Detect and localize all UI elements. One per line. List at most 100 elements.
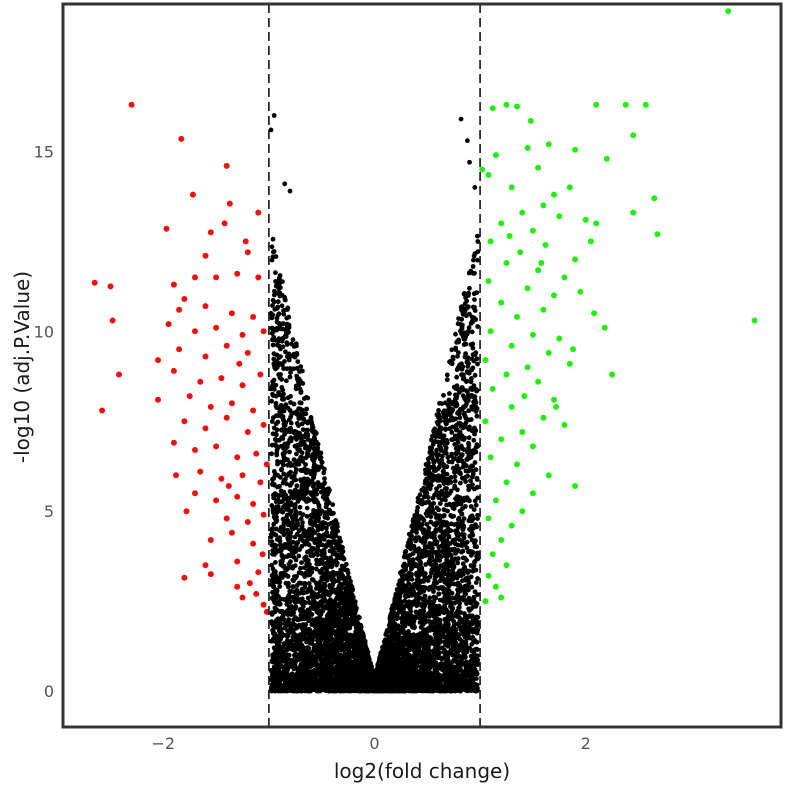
point-not-significant bbox=[414, 511, 420, 517]
point-not-significant bbox=[472, 297, 477, 302]
point-not-significant bbox=[298, 415, 304, 421]
point-not-significant bbox=[298, 400, 304, 406]
point-not-significant bbox=[448, 475, 454, 480]
point-not-significant bbox=[326, 557, 332, 563]
point-not-significant bbox=[423, 562, 429, 567]
point-not-significant bbox=[431, 594, 437, 600]
point-not-significant bbox=[302, 582, 308, 588]
point-not-significant bbox=[458, 480, 463, 486]
point-not-significant bbox=[306, 646, 312, 651]
point-not-significant bbox=[442, 669, 448, 675]
point-not-significant bbox=[404, 589, 410, 595]
point-not-significant bbox=[269, 325, 275, 331]
point-not-significant bbox=[277, 584, 283, 589]
point-not-significant bbox=[334, 630, 340, 635]
point-not-significant bbox=[457, 431, 463, 437]
point-not-significant bbox=[475, 576, 480, 581]
point-not-significant bbox=[470, 345, 476, 351]
point-not-significant bbox=[305, 549, 310, 555]
point-not-significant bbox=[270, 342, 276, 348]
point-not-significant bbox=[436, 591, 442, 597]
point-not-significant bbox=[295, 520, 300, 526]
point-not-significant bbox=[452, 478, 458, 484]
point-not-significant bbox=[300, 427, 306, 432]
point-not-significant bbox=[471, 437, 477, 443]
point-not-significant bbox=[444, 377, 450, 383]
point-not-significant bbox=[321, 596, 327, 602]
point-not-significant bbox=[457, 415, 463, 421]
point-not-significant bbox=[459, 304, 465, 310]
point-not-significant bbox=[464, 495, 470, 500]
point-not-significant bbox=[469, 329, 475, 335]
point-not-significant bbox=[309, 545, 315, 551]
point-not-significant bbox=[304, 639, 309, 645]
point-not-significant bbox=[455, 410, 460, 416]
point-not-significant bbox=[465, 473, 470, 479]
point-not-significant bbox=[475, 324, 481, 329]
point-not-significant bbox=[455, 353, 460, 359]
point-not-significant bbox=[272, 471, 278, 477]
point-not-significant bbox=[462, 413, 468, 419]
point-not-significant bbox=[293, 509, 299, 515]
point-not-significant bbox=[310, 429, 315, 434]
point-not-significant bbox=[429, 437, 434, 443]
point-not-significant bbox=[459, 532, 465, 537]
point-not-significant bbox=[460, 555, 466, 561]
point-not-significant bbox=[278, 354, 283, 359]
point-not-significant bbox=[461, 594, 466, 600]
point-not-significant bbox=[280, 451, 286, 457]
point-not-significant bbox=[431, 501, 436, 506]
point-not-significant bbox=[271, 425, 277, 431]
point-not-significant bbox=[294, 451, 299, 457]
point-not-significant bbox=[471, 563, 477, 569]
point-not-significant bbox=[406, 629, 411, 634]
point-not-significant bbox=[469, 428, 475, 434]
point-not-significant bbox=[314, 566, 319, 572]
point-not-significant bbox=[468, 342, 474, 347]
point-not-significant bbox=[276, 321, 282, 326]
point-not-significant bbox=[269, 562, 275, 568]
point-not-significant bbox=[306, 581, 312, 586]
point-not-significant bbox=[278, 474, 283, 480]
point-not-significant bbox=[294, 365, 300, 371]
point-not-significant bbox=[429, 554, 435, 560]
point-not-significant bbox=[437, 650, 443, 655]
point-not-significant bbox=[440, 549, 446, 555]
point-not-significant bbox=[459, 657, 464, 663]
point-not-significant bbox=[473, 350, 479, 356]
point-not-significant bbox=[459, 458, 464, 464]
point-not-significant bbox=[271, 249, 276, 255]
point-not-significant bbox=[270, 431, 276, 437]
point-not-significant bbox=[343, 561, 349, 567]
point-not-significant bbox=[472, 372, 478, 378]
point-not-significant bbox=[452, 556, 458, 562]
point-not-significant bbox=[449, 430, 455, 435]
point-not-significant bbox=[269, 442, 275, 448]
point-not-significant bbox=[285, 628, 290, 633]
point-not-significant bbox=[306, 531, 312, 537]
point-not-significant bbox=[330, 551, 336, 557]
point-not-significant bbox=[320, 542, 325, 548]
point-not-significant bbox=[277, 528, 283, 533]
point-not-significant bbox=[288, 370, 293, 375]
point-not-significant bbox=[450, 424, 455, 430]
point-not-significant bbox=[326, 564, 332, 569]
point-not-significant bbox=[459, 372, 464, 378]
point-not-significant bbox=[444, 486, 449, 491]
point-not-significant bbox=[291, 554, 297, 560]
point-not-significant bbox=[292, 534, 298, 540]
point-not-significant bbox=[434, 520, 439, 526]
point-not-significant bbox=[287, 417, 292, 423]
point-not-significant bbox=[283, 349, 288, 355]
point-not-significant bbox=[287, 374, 293, 380]
point-not-significant bbox=[310, 601, 316, 606]
point-not-significant bbox=[421, 485, 427, 491]
point-not-significant bbox=[304, 406, 309, 412]
point-not-significant bbox=[309, 577, 315, 582]
point-not-significant bbox=[294, 483, 300, 489]
point-not-significant bbox=[452, 398, 458, 404]
point-not-significant bbox=[413, 609, 419, 615]
point-not-significant bbox=[330, 502, 336, 507]
point-not-significant bbox=[457, 605, 462, 610]
point-not-significant bbox=[471, 257, 476, 263]
